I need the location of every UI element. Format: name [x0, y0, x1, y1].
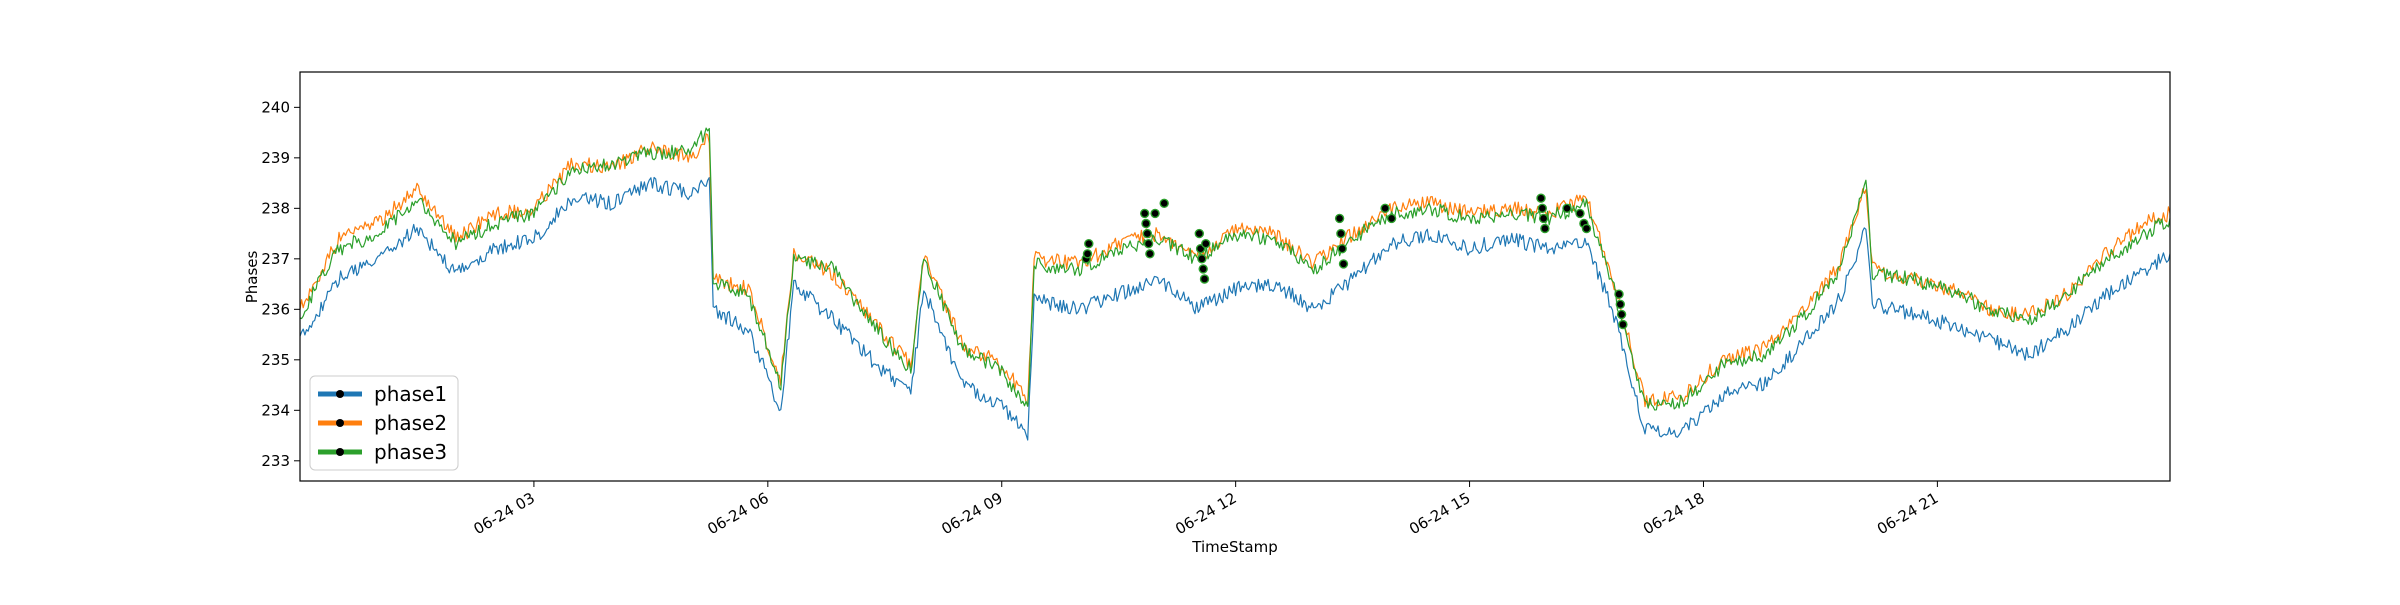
legend-marker-phase1: [336, 390, 344, 398]
y-tick-label: 234: [261, 401, 290, 419]
y-tick-label: 240: [261, 98, 290, 116]
x-tick-label: 06-24 15: [1406, 489, 1473, 538]
highlight-marker: [1562, 203, 1572, 214]
y-tick-label: 239: [261, 149, 290, 167]
highlight-marker: [1336, 228, 1346, 239]
highlight-marker: [1141, 218, 1151, 229]
legend: phase1 phase2 phase3: [309, 375, 459, 471]
highlight-marker: [1386, 213, 1397, 224]
highlight-marker: [1537, 203, 1548, 214]
legend-label-phase2: phase2: [374, 411, 447, 435]
highlight-marker: [1334, 213, 1345, 224]
legend-label-phase3: phase3: [374, 440, 447, 464]
legend-label-phase1: phase1: [374, 382, 447, 406]
x-tick-label: 06-24 21: [1874, 489, 1941, 538]
highlight-marker: [1194, 228, 1205, 239]
highlight-marker: [1139, 208, 1150, 219]
highlight-marker: [1538, 213, 1549, 224]
highlight-marker: [1199, 274, 1210, 284]
x-tick-label: 06-24 03: [470, 489, 537, 538]
y-axis: 233 234 235 236 237 238 239 240: [261, 98, 300, 470]
y-tick-label: 238: [261, 199, 290, 217]
highlight-marker: [1337, 243, 1347, 254]
highlight-marker: [1197, 254, 1207, 264]
series-layer: [299, 127, 2171, 441]
x-tick-label: 06-24 09: [938, 489, 1005, 538]
highlight-marker: [1338, 259, 1349, 269]
highlight-marker: [1201, 238, 1211, 249]
x-axis-label: TimeStamp: [1191, 538, 1277, 556]
highlight-marker: [1540, 223, 1550, 234]
highlight-marker: [1615, 299, 1626, 309]
highlight-marker: [1082, 249, 1093, 259]
highlight-marker: [1581, 223, 1592, 234]
highlight-marker: [1145, 249, 1155, 259]
highlight-marker: [1150, 208, 1160, 219]
y-tick-label: 235: [261, 351, 290, 369]
x-axis: 06-24 03 06-24 06 06-24 09 06-24 12 06-24 15…: [470, 481, 1941, 538]
highlight-marker: [1618, 319, 1628, 330]
series-line-phase2: [299, 133, 2171, 408]
x-tick-label: 06-24 18: [1640, 489, 1707, 538]
marker-layer: [1081, 193, 1628, 330]
series-line-phase3: [299, 127, 2171, 411]
legend-marker-phase2: [336, 419, 344, 427]
highlight-marker: [1198, 264, 1208, 274]
series-line-phase1: [299, 176, 2171, 441]
y-tick-label: 233: [261, 452, 290, 470]
highlight-marker: [1575, 208, 1585, 219]
x-tick-label: 06-24 12: [1172, 489, 1239, 538]
highlight-marker: [1380, 203, 1390, 214]
y-tick-label: 237: [261, 250, 290, 268]
highlight-marker: [1142, 228, 1153, 239]
legend-box: [309, 375, 459, 471]
legend-marker-phase3: [336, 448, 344, 456]
highlight-marker: [1616, 309, 1627, 320]
x-tick-label: 06-24 06: [704, 489, 771, 538]
highlight-marker: [1159, 198, 1169, 209]
y-tick-label: 236: [261, 300, 290, 318]
highlight-marker: [1143, 238, 1154, 249]
plot-frame: [299, 71, 2171, 482]
highlight-marker: [1084, 238, 1094, 249]
highlight-marker: [1536, 193, 1546, 203]
y-axis-label: Phases: [243, 251, 261, 304]
highlight-marker: [1614, 289, 1624, 299]
